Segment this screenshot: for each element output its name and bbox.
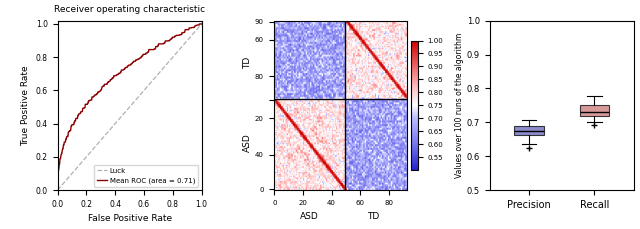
Mean ROC (area = 0.71): [140, 53, 147, 56]
Mean ROC (area = 0.71): [195, 24, 202, 26]
PathPatch shape: [580, 105, 609, 116]
Y-axis label: Values over 100 runs of the algorithm: Values over 100 runs of the algorithm: [455, 33, 464, 178]
Mean ROC (area = 0.71): [122, 66, 130, 69]
Y-axis label: True Positive Rate: True Positive Rate: [21, 65, 30, 146]
Text: TD: TD: [243, 57, 252, 69]
Text: TD: TD: [367, 212, 380, 221]
Mean ROC (area = 0.71): [172, 35, 179, 38]
Title: Receiver operating characteristic: Receiver operating characteristic: [54, 5, 205, 14]
PathPatch shape: [514, 126, 543, 135]
Mean ROC (area = 0.71): [123, 66, 131, 69]
Line: Mean ROC (area = 0.71): Mean ROC (area = 0.71): [58, 24, 202, 190]
Mean ROC (area = 0.71): [198, 23, 205, 25]
Text: ASD: ASD: [243, 133, 252, 152]
Mean ROC (area = 0.71): [132, 60, 140, 63]
Mean ROC (area = 0.71): [196, 23, 204, 25]
Text: ASD: ASD: [300, 212, 319, 221]
X-axis label: False Positive Rate: False Positive Rate: [88, 214, 172, 223]
Legend: Luck, Mean ROC (area = 0.71): Luck, Mean ROC (area = 0.71): [94, 165, 198, 187]
Mean ROC (area = 0.71): [54, 189, 61, 191]
